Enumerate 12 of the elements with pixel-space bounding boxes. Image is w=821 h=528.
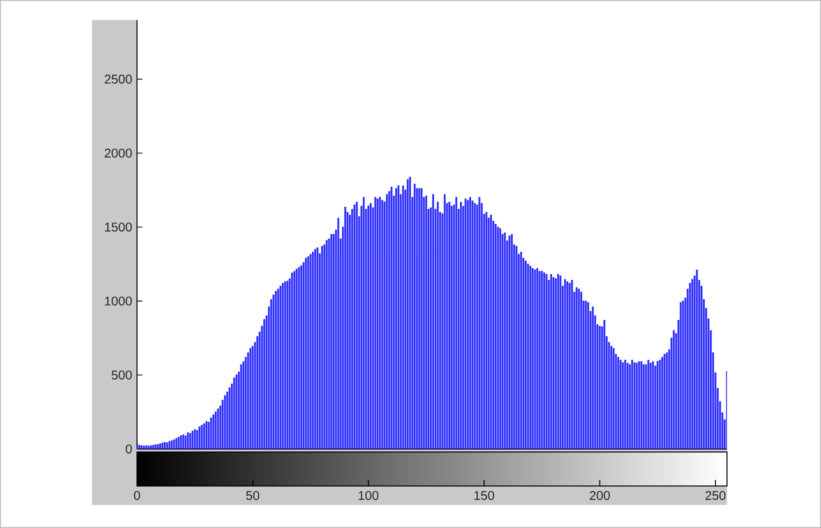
y-tick-label: 1500 [105,222,132,232]
x-tick-label: 250 [705,491,726,500]
y-tick-label: 2500 [104,74,132,84]
x-tick-label: 150 [474,491,494,500]
y-tick-label: 1000 [105,296,132,306]
x-tick-label: 100 [358,491,378,500]
x-tick-label: 200 [590,491,610,500]
y-tick-label: 0 [126,444,132,454]
x-tick-label: 0 [134,491,140,500]
y-tick-label: 500 [112,370,132,380]
x-tick-label: 50 [246,491,260,500]
y-tick-label: 2000 [104,148,132,158]
